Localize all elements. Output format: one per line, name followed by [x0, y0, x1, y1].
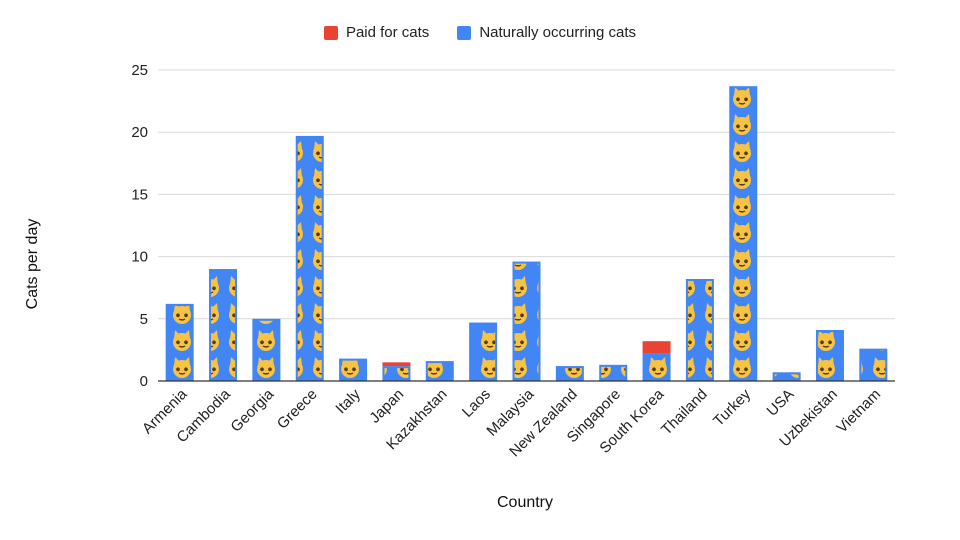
cat-markers-natural: [211, 271, 236, 381]
y-tick-label: 5: [140, 311, 148, 328]
cat-markers-natural: [254, 320, 279, 381]
chart-legend: Paid for cats Naturally occurring cats: [0, 24, 960, 41]
y-axis-title: Cats per day: [24, 218, 41, 310]
x-tick-label: Thailand: [658, 386, 711, 439]
x-tick-label: Japan: [366, 386, 407, 427]
cat-markers-natural: [731, 88, 756, 381]
legend-item-paid: Paid for cats: [323, 24, 430, 41]
cat-markers-natural: [384, 368, 409, 381]
bar-paid: [642, 341, 671, 354]
x-tick-label: Vietnam: [833, 386, 884, 437]
cat-markers-natural: [774, 374, 799, 381]
cat-markers-natural: [514, 263, 539, 381]
y-tick-label: 25: [131, 62, 148, 79]
cat-markers-natural: [427, 363, 452, 381]
cat-markers-natural: [297, 137, 322, 381]
y-tick-label: 20: [131, 124, 148, 141]
x-tick-label: Georgia: [227, 385, 277, 435]
legend-swatch-natural: [457, 25, 472, 40]
cat-markers-natural: [167, 305, 192, 381]
cat-markers-natural: [471, 324, 496, 381]
x-tick-label: Greece: [274, 386, 321, 433]
cat-markers-natural: [817, 331, 842, 381]
cat-markers-natural: [687, 280, 712, 381]
legend-label-paid: Paid for cats: [345, 24, 430, 41]
legend-swatch-paid: [323, 25, 338, 40]
x-tick-label: Turkey: [710, 385, 754, 429]
x-tick-label: Italy: [332, 385, 364, 417]
y-tick-label: 10: [131, 249, 148, 266]
y-tick-label: 15: [131, 186, 148, 203]
y-tick-label: 0: [140, 373, 148, 390]
legend-label-natural: Naturally occurring cats: [479, 24, 637, 41]
cat-markers-natural: [557, 368, 582, 381]
x-tick-label: Laos: [459, 386, 494, 421]
x-tick-label: USA: [764, 386, 798, 420]
x-axis-title: Country: [496, 494, 554, 511]
legend-item-natural: Naturally occurring cats: [457, 24, 636, 41]
cat-markers-natural: [644, 355, 669, 381]
cat-markers-natural: [601, 366, 626, 381]
cat-markers-natural: [861, 350, 886, 381]
bar-paid: [382, 362, 411, 367]
cat-markers-natural: [341, 360, 366, 381]
